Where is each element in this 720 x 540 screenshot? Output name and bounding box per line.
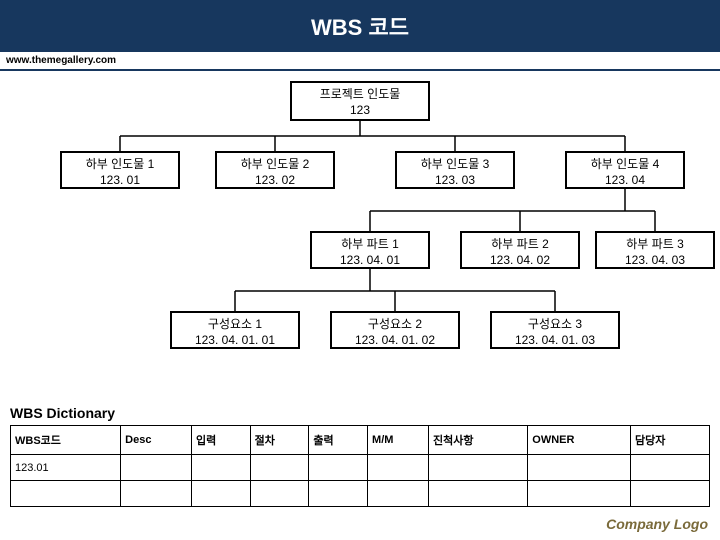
tree-l1-0: 하부 인도물 1123. 01 <box>60 151 180 189</box>
tree-l3-1: 구성요소 2123. 04. 01. 02 <box>330 311 460 349</box>
dictionary-title: WBS Dictionary <box>0 401 720 425</box>
table-header: M/M <box>368 426 429 455</box>
wbs-tree: 프로젝트 인도물123 하부 인도물 1123. 01 하부 인도물 2123. 0… <box>0 71 720 401</box>
tree-l2-2: 하부 파트 3123. 04. 03 <box>595 231 715 269</box>
tree-l1-1: 하부 인도물 2123. 02 <box>215 151 335 189</box>
page-title: WBS 코드 <box>0 0 720 52</box>
url-text: www.themegallery.com <box>0 52 720 71</box>
table-header: 절차 <box>250 426 309 455</box>
table-header: 진척사항 <box>429 426 528 455</box>
company-logo: Company Logo <box>606 516 708 532</box>
table-header: 입력 <box>191 426 250 455</box>
table-row: 123.01 <box>11 455 710 481</box>
tree-l2-0: 하부 파트 1123. 04. 01 <box>310 231 430 269</box>
table-header: 출력 <box>309 426 368 455</box>
tree-l2-1: 하부 파트 2123. 04. 02 <box>460 231 580 269</box>
tree-l1-2: 하부 인도물 3123. 03 <box>395 151 515 189</box>
tree-root: 프로젝트 인도물123 <box>290 81 430 121</box>
tree-l3-0: 구성요소 1123. 04. 01. 01 <box>170 311 300 349</box>
table-header: OWNER <box>528 426 631 455</box>
table-header: Desc <box>121 426 192 455</box>
tree-l1-3: 하부 인도물 4123. 04 <box>565 151 685 189</box>
tree-l3-2: 구성요소 3123. 04. 01. 03 <box>490 311 620 349</box>
table-header: WBS코드 <box>11 426 121 455</box>
table-header: 담당자 <box>630 426 709 455</box>
wbs-dictionary-table: WBS코드Desc입력절차출력M/M진척사항OWNER담당자 123.01 <box>10 425 710 507</box>
table-row <box>11 481 710 507</box>
